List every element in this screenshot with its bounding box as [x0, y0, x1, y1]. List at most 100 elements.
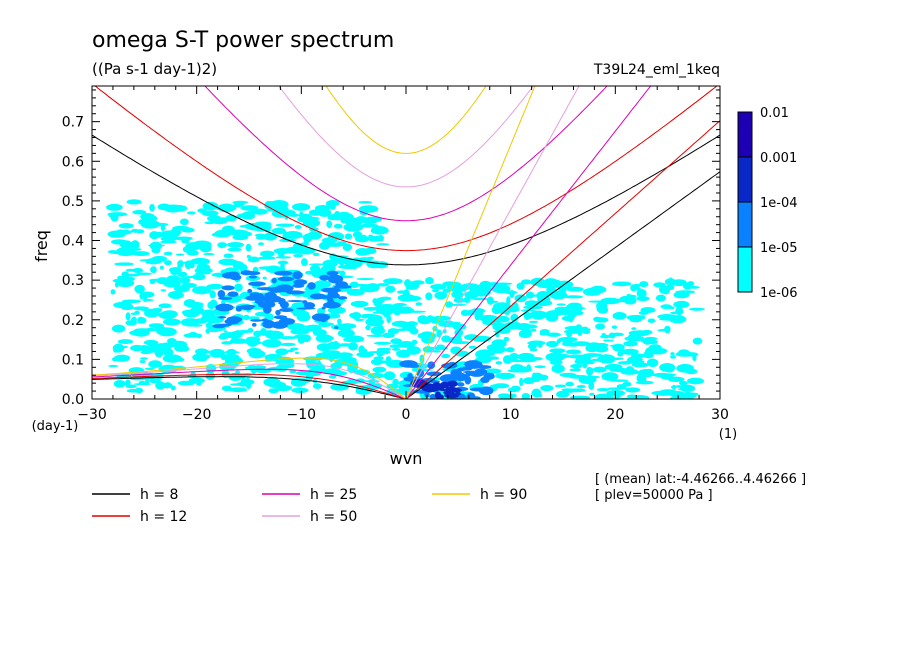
spectrum-patch-level-2: [274, 270, 293, 276]
spectrum-patch-level-1: [151, 255, 168, 262]
spectrum-patch-level-1: [673, 392, 678, 399]
spectrum-patch-level-1: [497, 393, 512, 398]
spectrum-patch-level-1: [235, 231, 252, 237]
spectrum-patch-level-1: [177, 260, 184, 268]
spectrum-patch-level-1: [228, 387, 248, 393]
spectrum-patch-level-2: [464, 375, 472, 385]
spectrum-patch-level-1: [675, 290, 696, 294]
spectrum-patch-level-1: [383, 371, 396, 381]
spectrum-patch-level-1: [670, 352, 675, 356]
spectrum-patch-level-1: [621, 348, 639, 355]
spectrum-patch-level-1: [556, 390, 570, 398]
spectrum-patch-level-2: [273, 315, 288, 320]
spectrum-patch-level-1: [192, 286, 212, 295]
y-tick-label: 0.1: [62, 352, 84, 368]
spectrum-patch-level-1: [226, 241, 244, 248]
spectrum-patch-level-1: [417, 316, 432, 325]
spectrum-patch-level-1: [596, 388, 610, 392]
spectrum-patch-level-1: [175, 253, 185, 256]
spectrum-patch-level-1: [111, 324, 126, 333]
spectrum-patch-level-1: [290, 328, 308, 335]
spectrum-patch-level-2: [277, 276, 295, 282]
spectrum-patch-level-1: [631, 362, 649, 368]
spectrum-patch-level-1: [294, 225, 302, 229]
spectrum-patch-level-1: [575, 355, 587, 364]
spectrum-patch-level-1: [509, 289, 515, 299]
spectrum-patch-level-1: [134, 387, 144, 394]
legend-label: h = 12: [140, 509, 187, 525]
spectrum-patch-level-1: [253, 330, 262, 338]
spectrum-patch-level-1: [243, 314, 250, 321]
spectrum-patch-level-1: [240, 205, 259, 211]
spectrum-patch-level-1: [533, 312, 540, 319]
legend-label: h = 8: [140, 487, 178, 503]
spectrum-patch-level-1: [593, 316, 602, 322]
y-axis-label: freq: [32, 230, 51, 262]
spectrum-patch-level-1: [677, 387, 694, 391]
spectrum-patch-level-1: [600, 334, 611, 339]
spectrum-patch-level-1: [321, 237, 337, 244]
dispersion-curves: [92, 86, 720, 399]
spectrum-patch-level-1: [132, 267, 144, 274]
spectrum-patch-level-3: [454, 391, 462, 396]
spectrum-patch-level-1: [138, 380, 146, 385]
spectrum-patch-level-1: [174, 236, 193, 241]
inertia-gravity-curve-h90: [325, 86, 487, 154]
spectrum-patch-level-1: [358, 205, 379, 213]
spectrum-patch-level-1: [406, 295, 422, 302]
spectrum-patch-level-2: [275, 284, 294, 293]
spectrum-patch-level-1: [277, 249, 285, 258]
spectrum-patch-level-2: [221, 285, 235, 291]
spectrum-patch-level-1: [315, 334, 333, 343]
spectrum-patch-level-1: [431, 315, 452, 321]
spectrum-patch-level-1: [385, 285, 396, 293]
spectrum-patch-level-1: [562, 341, 574, 347]
spectrum-patch-level-1: [692, 337, 703, 345]
spectrum-patch-level-1: [415, 302, 423, 306]
spectrum-patch-level-1: [520, 324, 538, 329]
spectrum-patch-level-1: [347, 378, 356, 385]
spectrum-patch-level-1: [258, 242, 264, 246]
legend: h = 8 h = 12 h = 25 h = 50 h = 90: [92, 487, 527, 525]
spectrum-patch-level-1: [209, 290, 216, 299]
spectrum-patch-level-1: [636, 333, 642, 342]
spectrum-patch-level-1: [305, 372, 314, 382]
spectrum-patch-level-2: [335, 281, 348, 288]
spectrum-patch-level-1: [579, 328, 592, 331]
rossby-curve-h8: [92, 376, 407, 399]
spectrum-patch-level-1: [262, 276, 267, 280]
spectrum-patch-level-1: [350, 219, 360, 225]
spectrum-patch-level-1: [565, 381, 575, 387]
spectrum-patch-level-1: [374, 261, 389, 269]
spectrum-patch-level-2: [256, 287, 275, 291]
spectrum-patch-level-1: [131, 316, 137, 323]
spectrum-patch-level-2: [243, 271, 261, 276]
spectrum-patch-level-1: [275, 348, 289, 356]
spectrum-patch-level-1: [648, 344, 662, 352]
colorbar-label: 1e-06: [760, 286, 798, 301]
spectrum-patch-level-1: [113, 301, 132, 309]
spectrum-patch-level-1: [692, 353, 697, 362]
spectrum-patch-level-1: [352, 231, 363, 239]
colorbar-label: 1e-04: [760, 196, 798, 211]
spectrum-patch-level-1: [200, 354, 211, 359]
spectrum-patch-level-1: [534, 365, 546, 369]
spectrum-patch-level-1: [600, 297, 621, 305]
spectrum-patch-level-1: [301, 214, 310, 217]
spectrum-patch-level-1: [372, 366, 387, 373]
axis-ticks: −30 −20 −10 0 10 20 30 0.0 0.1 0.2 0.3 0.4 0.5 0.6 0.7: [62, 86, 729, 423]
spectrum-patch-level-2: [469, 396, 481, 399]
spectrum-patch-level-1: [662, 349, 668, 353]
spectrum-patch-level-1: [149, 309, 162, 313]
spectrum-patch-level-1: [455, 332, 462, 340]
spectrum-patch-level-1: [570, 363, 583, 369]
spectrum-patch-level-1: [113, 379, 126, 388]
spectrum-patch-level-1: [472, 297, 489, 301]
spectrum-patch-level-1: [149, 203, 155, 212]
spectrum-patch-level-1: [436, 344, 445, 348]
spectrum-patch-level-1: [589, 392, 595, 396]
spectrum-patch-level-1: [667, 306, 675, 310]
spectrum-patch-level-1: [474, 311, 481, 321]
spectrum-patch-level-1: [148, 244, 166, 247]
spectrum-patch-level-1: [370, 358, 384, 366]
